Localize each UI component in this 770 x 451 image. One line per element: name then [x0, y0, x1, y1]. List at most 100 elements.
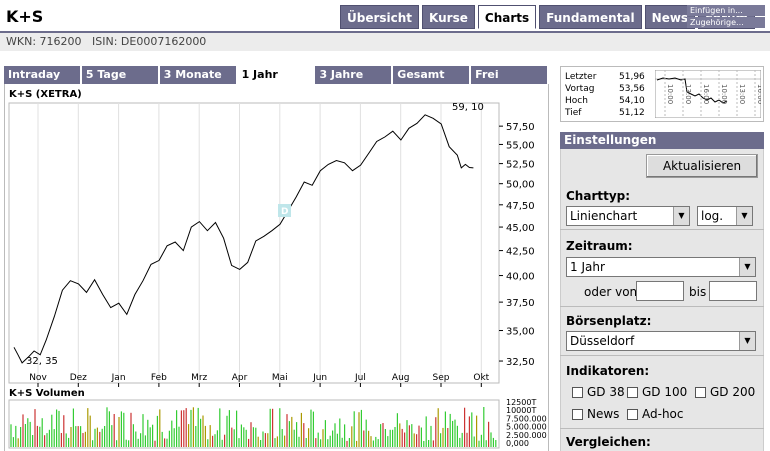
volume-y-tick-label: 2.500.000: [506, 431, 547, 440]
tab-kurse[interactable]: Kurse: [422, 5, 475, 29]
value-hoch: 54,10: [619, 96, 645, 106]
indicator-label: GD 200: [710, 385, 756, 399]
tab-news[interactable]: News: [644, 5, 696, 29]
range-tabs: Intraday 5 Tage 3 Monate 1 Jahr 3 Jahre Gesam…: [4, 66, 550, 84]
range-tab-3monate[interactable]: 3 Monate: [160, 66, 238, 84]
volume-y-tick-label: 12500T: [506, 398, 536, 407]
chart-frame: [4, 84, 549, 451]
refresh-button[interactable]: Aktualisieren: [646, 154, 758, 178]
quote-mini-box: Letzter Vortag Hoch Tief 51,96 53,56 54,…: [560, 66, 764, 122]
x-tick-label: Jan: [111, 373, 126, 383]
x-tick-label: Apr: [232, 373, 248, 383]
zugehoerige-button[interactable]: Zugehörige...: [687, 17, 765, 28]
indicator-label: Ad-hoc: [642, 407, 684, 421]
boersenplatz-select[interactable]: Düsseldorf ▼: [566, 331, 756, 351]
volume-y-tick-label: 0,000: [506, 439, 529, 448]
checkbox[interactable]: [627, 387, 638, 398]
y-tick-label: 55,00: [506, 140, 535, 151]
indicator-gd38[interactable]: GD 38: [572, 385, 625, 399]
dividend-marker[interactable]: [278, 204, 291, 217]
charttyp-select[interactable]: Linienchart ▼: [566, 206, 690, 226]
tab-charts[interactable]: Charts: [477, 5, 537, 29]
mini-tick-label: 10:00: [720, 84, 728, 104]
einfuegen-button[interactable]: Einfügen in...: [687, 5, 765, 16]
range-tab-5tage[interactable]: 5 Tage: [82, 66, 160, 84]
chevron-down-icon: ▼: [739, 258, 755, 276]
indicator-label: GD 38: [587, 385, 625, 399]
range-tab-gesamt[interactable]: Gesamt: [393, 66, 472, 84]
volume-y-tick-label: 7.500.000: [506, 414, 547, 423]
oder-von-label: oder von: [584, 285, 638, 299]
min-annotation: 32, 35: [26, 356, 58, 367]
zeitraum-label: Zeitraum:: [566, 239, 633, 253]
checkbox[interactable]: [627, 409, 638, 420]
label-hoch: Hoch: [565, 96, 588, 106]
insert-buttons: Einfügen in... Zugehörige...: [687, 5, 765, 28]
x-tick-label: Mai: [272, 373, 288, 383]
x-tick-label: Nov: [29, 373, 47, 383]
divider: [560, 355, 764, 356]
x-tick-label: Okt: [473, 373, 489, 383]
y-tick-label: 57,50: [506, 122, 535, 133]
label-letzter: Letzter: [565, 72, 597, 82]
scale-select[interactable]: log. ▼: [697, 206, 753, 226]
wkn-isin-text: WKN: 716200 ISIN: DE0007162000: [6, 35, 207, 48]
range-tab-3jahre[interactable]: 3 Jahre: [315, 66, 394, 84]
zeitraum-value: 1 Jahr: [570, 260, 605, 274]
indicator-gd200[interactable]: GD 200: [695, 385, 755, 399]
boersenplatz-label: Börsenplatz:: [566, 314, 652, 328]
date-from-input[interactable]: [636, 281, 684, 301]
x-tick-label: Jun: [312, 373, 327, 383]
y-tick-label: 32,50: [506, 357, 535, 368]
boersenplatz-value: Düsseldorf: [570, 334, 635, 348]
mini-tick-label: 16:00: [702, 84, 710, 104]
y-tick-label: 42,50: [506, 247, 535, 258]
indicator-adhoc[interactable]: Ad-hoc: [627, 407, 684, 421]
zeitraum-select[interactable]: 1 Jahr ▼: [566, 257, 756, 277]
indicator-news[interactable]: News: [572, 407, 619, 421]
range-tab-1jahr[interactable]: 1 Jahr: [237, 66, 316, 84]
mini-tick-label: 13:00: [684, 84, 692, 104]
bis-label: bis: [689, 285, 707, 299]
checkbox[interactable]: [695, 387, 706, 398]
quote-labels: Letzter Vortag Hoch Tief: [565, 71, 596, 119]
value-letzter: 51,96: [619, 72, 645, 82]
vergleichen-label: Vergleichen:: [566, 435, 651, 449]
settings-header: Einstellungen: [560, 132, 764, 149]
divider: [560, 229, 764, 230]
checkbox[interactable]: [572, 409, 583, 420]
indicator-label: GD 100: [642, 385, 688, 399]
intraday-mini-chart[interactable]: 10:00 13:00 16:00 10:00 13:00 16:00: [655, 70, 761, 118]
indikatoren-label: Indikatoren:: [566, 364, 650, 378]
y-tick-label: 35,00: [506, 327, 535, 338]
y-tick-label: 37,50: [506, 298, 535, 309]
page-title: K+S: [6, 7, 44, 26]
price-line: [13, 114, 474, 364]
tab-bersicht[interactable]: Übersicht: [340, 5, 420, 29]
chevron-down-icon: ▼: [736, 207, 752, 225]
indicator-label: News: [587, 407, 620, 421]
price-plot-area: [8, 102, 500, 384]
value-tief: 51,12: [619, 108, 645, 118]
y-tick-label: 47,50: [506, 201, 535, 212]
indicator-gd100[interactable]: GD 100: [627, 385, 687, 399]
label-tief: Tief: [565, 108, 582, 118]
y-tick-label: 45,00: [506, 223, 535, 234]
wkn-bar: [0, 31, 770, 51]
y-tick-label: 52,50: [506, 160, 535, 171]
range-tab-intraday[interactable]: Intraday: [4, 66, 82, 84]
range-tab-frei[interactable]: Frei: [471, 66, 550, 84]
max-annotation: 59, 10: [452, 102, 484, 113]
dividend-marker-label: D: [281, 207, 288, 217]
value-vortag: 53,56: [619, 84, 645, 94]
tab-fundamental[interactable]: Fundamental: [539, 5, 642, 29]
date-to-input[interactable]: [709, 281, 757, 301]
charttyp-value: Linienchart: [570, 209, 638, 223]
x-tick-label: Dez: [70, 373, 87, 383]
x-tick-label: Jul: [354, 373, 366, 383]
price-chart: 32,50 35,00 37,50 40,00 42,50 45,00 47,50 50,00…: [8, 102, 547, 449]
checkbox[interactable]: [572, 387, 583, 398]
quote-values: 51,96 53,56 54,10 51,12: [619, 71, 645, 119]
label-vortag: Vortag: [565, 84, 595, 94]
chevron-down-icon: ▼: [739, 332, 755, 350]
